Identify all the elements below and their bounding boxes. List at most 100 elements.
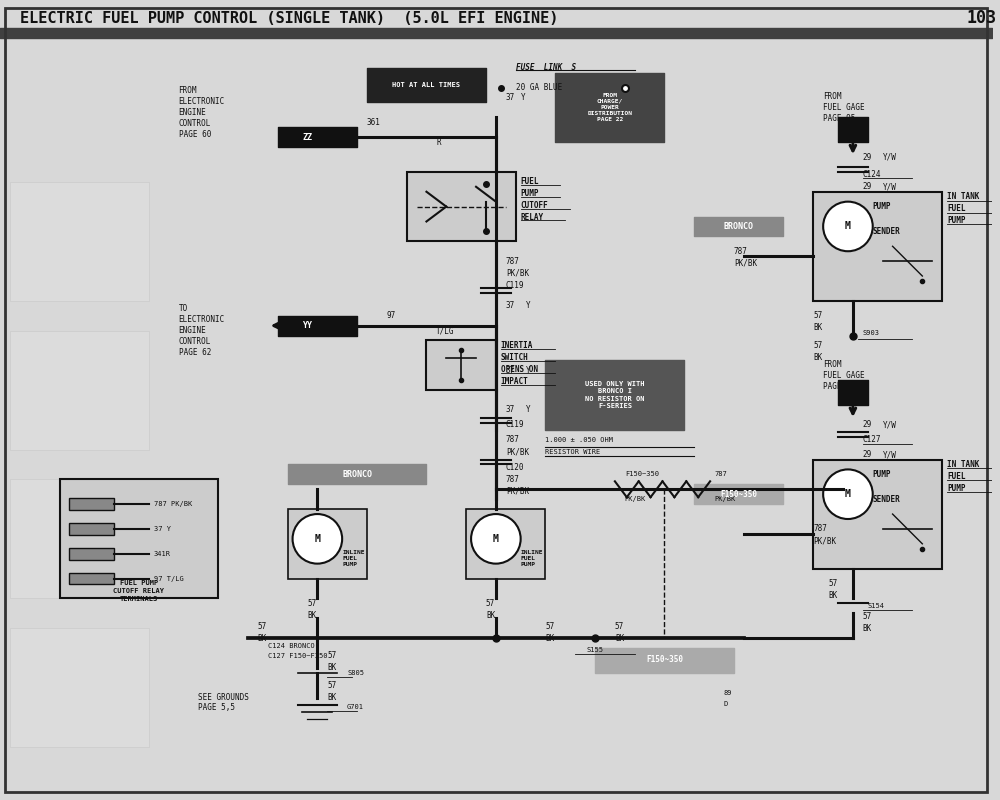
Text: 787: 787: [506, 435, 520, 444]
Text: BK: BK: [828, 591, 837, 600]
Bar: [10, 182, 149, 301]
Text: BRONCO: BRONCO: [724, 222, 754, 231]
Text: ELECTRIC FUEL PUMP CONTROL (SINGLE TANK)  (5.0L EFI ENGINE): ELECTRIC FUEL PUMP CONTROL (SINGLE TANK)…: [20, 10, 558, 26]
Bar: [10, 479, 149, 598]
Text: BRONCO: BRONCO: [342, 470, 372, 479]
Text: YY: YY: [302, 321, 312, 330]
Text: Y/W: Y/W: [883, 153, 897, 162]
Text: OPENS ON: OPENS ON: [501, 365, 538, 374]
Text: FROM
FUEL GAGE
PAGE 95: FROM FUEL GAGE PAGE 95: [823, 92, 865, 123]
Text: FUEL: FUEL: [521, 178, 539, 186]
Text: 361: 361: [367, 118, 381, 127]
Text: IN TANK: IN TANK: [947, 460, 979, 469]
Bar: [288, 509, 367, 578]
Text: SEE GROUNDS
PAGE 5,5: SEE GROUNDS PAGE 5,5: [198, 693, 249, 712]
Text: BK: BK: [545, 634, 555, 642]
Text: FUSE  LINK  S: FUSE LINK S: [516, 63, 576, 72]
Text: 37: 37: [506, 93, 515, 102]
Bar: [60, 479, 218, 598]
Text: PUMP: PUMP: [947, 484, 966, 493]
Text: M: M: [845, 222, 851, 231]
Text: PUMP: PUMP: [873, 470, 891, 479]
Text: 57: 57: [307, 599, 317, 608]
Text: Y: Y: [526, 302, 530, 310]
Text: S155: S155: [587, 647, 604, 653]
Text: 37 Y: 37 Y: [154, 526, 171, 532]
Text: RELAY: RELAY: [521, 213, 544, 222]
Text: 20 GA BLUE: 20 GA BLUE: [516, 83, 562, 92]
Text: Y/W: Y/W: [883, 182, 897, 191]
Text: FROM
CHARGE/
POWER
DISTRIBUTION
PAGE 22: FROM CHARGE/ POWER DISTRIBUTION PAGE 22: [587, 93, 632, 122]
Text: BK: BK: [813, 323, 822, 332]
Text: C127 F150~F350: C127 F150~F350: [268, 653, 327, 659]
Text: C127: C127: [863, 435, 881, 444]
Text: BK: BK: [307, 610, 317, 620]
Text: PK/BK: PK/BK: [625, 496, 646, 502]
Text: INLINE
FUEL
PUMP: INLINE FUEL PUMP: [342, 550, 365, 567]
Text: Y: Y: [526, 366, 530, 374]
Text: TO
ELECTRONIC
ENGINE
CONTROL
PAGE 62: TO ELECTRONIC ENGINE CONTROL PAGE 62: [179, 304, 225, 358]
Text: 37: 37: [506, 366, 515, 374]
Bar: [813, 192, 942, 301]
Text: F150~350: F150~350: [646, 655, 683, 664]
Text: FROM
ELECTRONIC
ENGINE
CONTROL
PAGE 60: FROM ELECTRONIC ENGINE CONTROL PAGE 60: [179, 86, 225, 139]
Text: INERTIA: INERTIA: [501, 341, 533, 350]
Text: 787: 787: [506, 257, 520, 266]
Text: INLINE
FUEL
PUMP: INLINE FUEL PUMP: [521, 550, 543, 567]
Bar: [69, 523, 114, 535]
Text: 787 PK/BK: 787 PK/BK: [154, 501, 192, 507]
Bar: [407, 172, 516, 242]
Text: C120: C120: [506, 463, 524, 472]
Text: 787: 787: [813, 525, 827, 534]
Text: 29: 29: [863, 182, 872, 191]
Text: C124: C124: [863, 170, 881, 179]
Text: 37: 37: [506, 406, 515, 414]
Text: 57: 57: [615, 622, 624, 630]
Text: IN TANK: IN TANK: [947, 192, 979, 201]
Bar: [426, 341, 496, 390]
Text: 57: 57: [863, 612, 872, 621]
Text: PUMP: PUMP: [947, 216, 966, 225]
Text: 787: 787: [506, 475, 520, 484]
Text: SENDER: SENDER: [873, 227, 900, 236]
Text: PUMP: PUMP: [521, 190, 539, 198]
Text: C124 BRONCO: C124 BRONCO: [268, 643, 315, 649]
Text: Y: Y: [521, 93, 525, 102]
Text: PK/BK: PK/BK: [506, 447, 529, 456]
Text: S805: S805: [347, 670, 364, 676]
Circle shape: [823, 470, 873, 519]
Text: 97: 97: [387, 311, 396, 320]
Bar: [813, 459, 942, 569]
Text: BK: BK: [813, 353, 822, 362]
Text: C119: C119: [506, 282, 524, 290]
Text: 1.000 ± .050 OHM: 1.000 ± .050 OHM: [545, 437, 613, 442]
Text: 57: 57: [327, 681, 337, 690]
Text: 57: 57: [813, 311, 822, 320]
Text: TERMINALS: TERMINALS: [120, 596, 158, 602]
Text: R: R: [436, 138, 441, 146]
Text: 37: 37: [506, 302, 515, 310]
Text: RESISTOR WIRE: RESISTOR WIRE: [545, 449, 601, 454]
Text: SWITCH: SWITCH: [501, 353, 529, 362]
Text: 29: 29: [863, 153, 872, 162]
Text: FUEL: FUEL: [947, 472, 966, 481]
Text: F150~350: F150~350: [625, 471, 659, 478]
Text: BK: BK: [327, 663, 337, 672]
Text: 57: 57: [813, 341, 822, 350]
Text: 57: 57: [545, 622, 555, 630]
Text: CUTOFF: CUTOFF: [521, 201, 548, 210]
Text: S903: S903: [863, 330, 880, 335]
Text: FUEL: FUEL: [947, 204, 966, 213]
Text: BK: BK: [863, 624, 872, 633]
Text: HOT AT ALL TIMES: HOT AT ALL TIMES: [392, 82, 460, 88]
Text: 97 T/LG: 97 T/LG: [154, 575, 183, 582]
Text: 787: 787: [734, 246, 748, 256]
Text: C119: C119: [506, 420, 524, 430]
Text: BK: BK: [615, 634, 624, 642]
Text: 29: 29: [863, 450, 872, 459]
Text: D: D: [724, 702, 728, 707]
Text: PK/BK: PK/BK: [813, 536, 836, 546]
Text: S154: S154: [868, 603, 885, 610]
Text: 57: 57: [327, 651, 337, 660]
Text: G701: G701: [347, 705, 364, 710]
